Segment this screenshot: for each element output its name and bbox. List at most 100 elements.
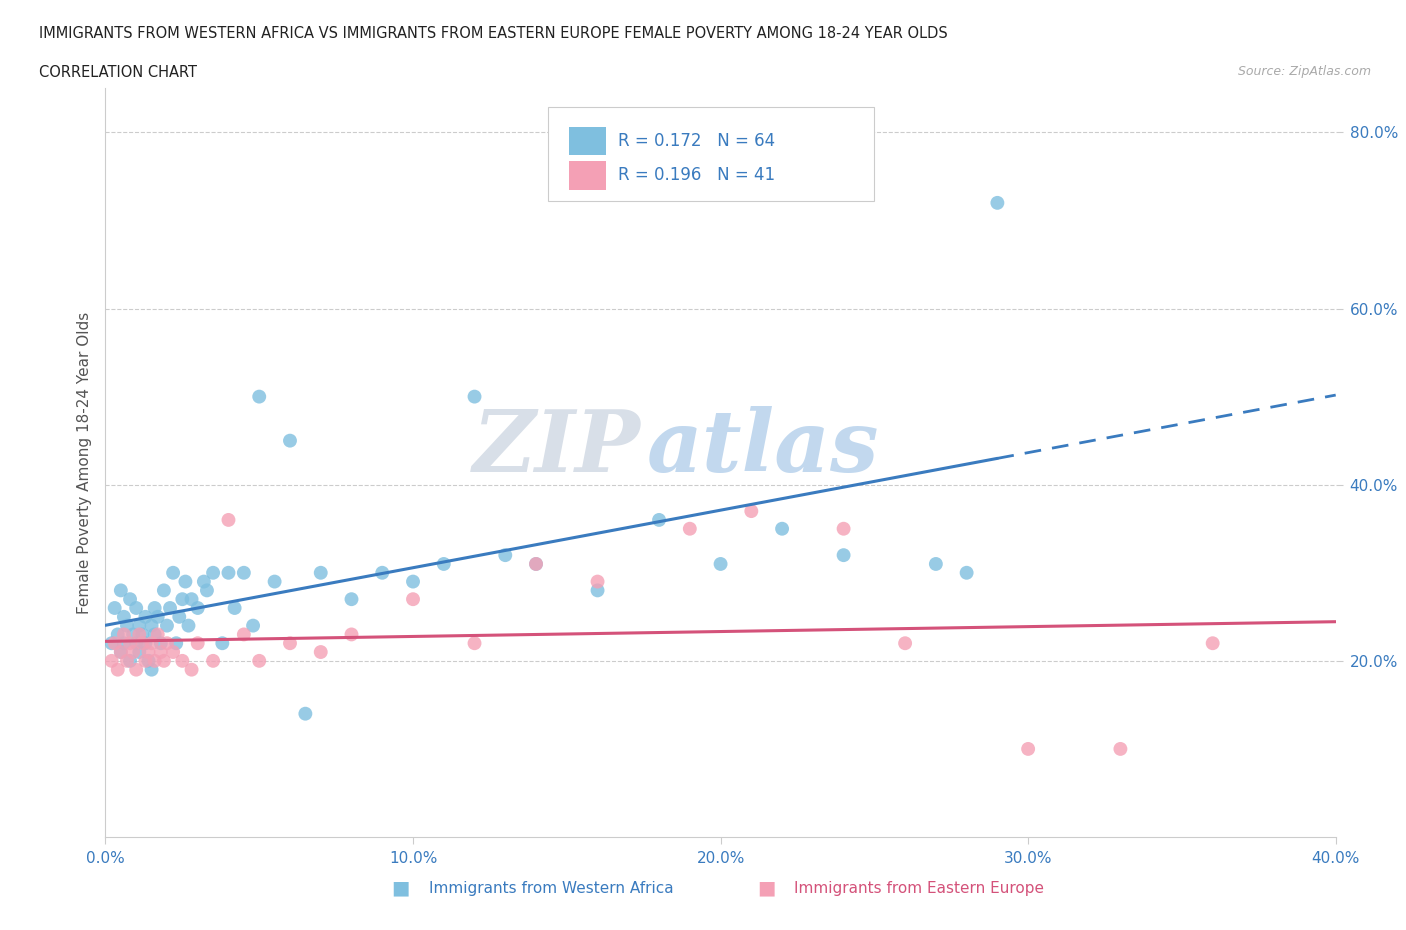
Point	[146, 627, 169, 642]
Text: atlas: atlas	[647, 406, 879, 489]
Point	[143, 654, 166, 669]
Text: ■: ■	[391, 879, 411, 897]
Point	[894, 636, 917, 651]
Point	[128, 644, 150, 659]
Point	[278, 636, 301, 651]
Point	[187, 601, 209, 616]
Point	[104, 636, 127, 651]
Point	[112, 627, 135, 642]
Point	[107, 627, 129, 642]
Point	[710, 556, 733, 571]
Point	[309, 565, 332, 580]
Point	[1109, 741, 1132, 756]
Point	[177, 618, 200, 633]
FancyBboxPatch shape	[548, 107, 875, 201]
Point	[125, 636, 148, 651]
Point	[740, 504, 762, 519]
Point	[110, 644, 132, 659]
Point	[218, 565, 240, 580]
Point	[159, 601, 181, 616]
Point	[648, 512, 671, 527]
Point	[122, 644, 145, 659]
Point	[294, 706, 316, 721]
Point	[211, 636, 233, 651]
Text: ZIP: ZIP	[472, 406, 641, 489]
Point	[1201, 636, 1223, 651]
Point	[153, 583, 176, 598]
Point	[180, 662, 202, 677]
Point	[125, 601, 148, 616]
Point	[165, 636, 187, 651]
Point	[169, 609, 191, 624]
Point	[174, 574, 197, 589]
Point	[110, 583, 132, 598]
Point	[202, 654, 225, 669]
Point	[134, 609, 156, 624]
FancyBboxPatch shape	[569, 126, 606, 155]
Point	[110, 644, 132, 659]
Point	[141, 662, 163, 677]
Point	[402, 591, 425, 606]
Point	[263, 574, 285, 589]
Point	[224, 601, 246, 616]
Point	[247, 654, 270, 669]
Text: ■: ■	[756, 879, 776, 897]
Point	[402, 574, 425, 589]
Point	[679, 522, 702, 537]
Point	[433, 556, 456, 571]
Point	[1017, 741, 1039, 756]
Point	[162, 565, 184, 580]
Point	[115, 654, 138, 669]
Point	[100, 636, 122, 651]
Point	[153, 654, 176, 669]
Point	[172, 591, 194, 606]
Point	[494, 548, 516, 563]
Point	[242, 618, 264, 633]
Point	[115, 618, 138, 633]
Text: Source: ZipAtlas.com: Source: ZipAtlas.com	[1237, 65, 1371, 78]
Point	[218, 512, 240, 527]
Point	[138, 654, 160, 669]
Point	[149, 644, 172, 659]
Point	[128, 627, 150, 642]
Point	[141, 636, 163, 651]
Point	[202, 565, 225, 580]
Point	[112, 636, 135, 651]
Point	[146, 609, 169, 624]
Point	[156, 618, 179, 633]
Point	[464, 389, 486, 404]
Point	[340, 591, 363, 606]
Point	[193, 574, 215, 589]
Point	[120, 654, 141, 669]
Point	[143, 627, 166, 642]
Point	[340, 627, 363, 642]
Point	[232, 627, 254, 642]
Point	[925, 556, 948, 571]
Point	[278, 433, 301, 448]
FancyBboxPatch shape	[569, 161, 606, 190]
Text: R = 0.196   N = 41: R = 0.196 N = 41	[619, 166, 776, 184]
Point	[770, 522, 793, 537]
Point	[107, 662, 129, 677]
Point	[232, 565, 254, 580]
Point	[172, 654, 194, 669]
Text: IMMIGRANTS FROM WESTERN AFRICA VS IMMIGRANTS FROM EASTERN EUROPE FEMALE POVERTY : IMMIGRANTS FROM WESTERN AFRICA VS IMMIGR…	[39, 26, 948, 41]
Point	[247, 389, 270, 404]
Point	[100, 654, 122, 669]
Point	[149, 636, 172, 651]
Point	[524, 556, 547, 571]
Point	[143, 601, 166, 616]
Point	[120, 591, 141, 606]
Point	[464, 636, 486, 651]
Point	[128, 618, 150, 633]
Point	[524, 556, 547, 571]
Point	[162, 644, 184, 659]
Text: Immigrants from Eastern Europe: Immigrants from Eastern Europe	[794, 881, 1045, 896]
Text: CORRELATION CHART: CORRELATION CHART	[39, 65, 197, 80]
Point	[187, 636, 209, 651]
Point	[134, 636, 156, 651]
Point	[125, 662, 148, 677]
Point	[134, 654, 156, 669]
Point	[180, 591, 202, 606]
Point	[832, 522, 855, 537]
